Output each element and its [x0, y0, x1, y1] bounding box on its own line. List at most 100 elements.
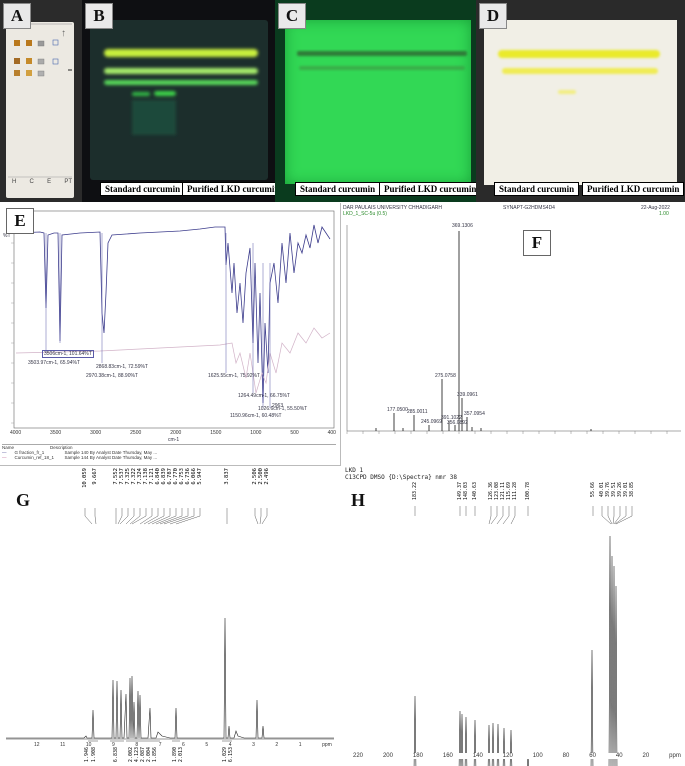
ftir-x-tick: 1000: [250, 430, 262, 436]
h-nmr-integral: 1.856: [152, 747, 158, 763]
c-nmr-x-tick: 40: [615, 753, 623, 759]
panel-g-1h-nmr: G 10.059 9.667 7.552 7.537 7.325 7.322 7…: [0, 466, 340, 766]
legend-header-name: Name: [2, 445, 15, 450]
ftir-annotation-8: 1026.6cm-1, 55.50%T: [258, 406, 308, 412]
band-d-low: [558, 90, 576, 94]
ftir-x-tick: 2000: [170, 430, 182, 436]
label-d-standard: Standard curcumin: [494, 182, 580, 196]
ms-peak-label-3: 285.0011: [407, 409, 428, 415]
h-nmr-integral: 6.838: [113, 747, 119, 763]
ftir-x-tick: 2500: [130, 430, 142, 436]
label-c-lkd: Purified LKD curcumin: [379, 182, 476, 196]
panel-a-tlc-plate: A ↑ H C E PT: [0, 0, 82, 202]
tlc-plate-drawing: ↑: [8, 23, 72, 178]
c-nmr-xlabel: ppm: [669, 753, 681, 759]
ftir-x-ticks: 4000 3500 3000 2500 2000 1500 1000 500 4…: [10, 430, 336, 436]
ms-peak-label-6: 339.0961: [457, 392, 478, 398]
c-nmr-x-tick: 100: [532, 753, 543, 759]
spot-b1: [14, 58, 20, 64]
c-nmr-x-tick: 60: [589, 753, 596, 759]
label-d-lkd: Purified LKD curcumin: [582, 182, 685, 196]
h-nmr-x-tick: 3: [252, 742, 255, 748]
label-b-standard: Standard curcumin: [100, 182, 186, 196]
h-nmr-x-tick: 2: [275, 742, 279, 748]
ftir-x-tick: 1500: [210, 430, 222, 436]
c-nmr-x-tick: 180: [412, 753, 423, 759]
spot-b4: [52, 58, 59, 65]
plate-d-bands: [498, 50, 660, 94]
c-nmr-title-2: C13CPD DMSO {D:\Spectra} nmr 38: [345, 474, 457, 481]
c-nmr-title-1: LKD 1: [345, 467, 364, 474]
band-d-top: [498, 50, 660, 58]
panel-h-13c-nmr: LKD 1 C13CPD DMSO {D:\Spectra} nmr 38 H …: [341, 466, 685, 766]
ms-peak-label-1: 369.1306: [452, 223, 473, 229]
band-b-low: [104, 80, 258, 85]
ms-header-right: 22-Aug-2022: [641, 205, 670, 211]
h-nmr-x-ticks: 12 11 10 9 8 7 6 5 4 3 2 1 ppm: [34, 742, 332, 748]
ms-peak-label-9: 356.0892: [447, 420, 468, 426]
legend-header-desc: Description: [50, 445, 73, 450]
panel-letter-g: G: [15, 489, 30, 510]
c-nmr-x-tick: 120: [502, 753, 513, 759]
h-nmr-trace: [6, 617, 334, 739]
legend-name-1: G fraction_fr_1: [14, 450, 45, 455]
h-nmr-x-tick: 9: [112, 742, 115, 748]
spot-b3: [37, 58, 45, 65]
plate-b-bands: [104, 49, 258, 135]
c-nmr-x-ticks: 220 200 180 160 140 120 100 80 60 40 20 …: [353, 753, 681, 759]
ms-peak-label-4: 245.0969: [421, 419, 442, 425]
panel-c-tlc-uv254: C Standard curcumin Purified LKD curcumi…: [275, 0, 476, 202]
lane-label-e: E: [47, 179, 52, 185]
spot-a2: [26, 40, 32, 46]
band-c-top: [297, 51, 467, 56]
ftir-annotation-1: 3506cm-1, 101.64%T: [42, 350, 94, 358]
spot-b2: [26, 58, 32, 64]
svg-text:↑: ↑: [61, 28, 66, 39]
spot-c3: [37, 70, 45, 77]
c-nmr-x-tick: 200: [382, 753, 393, 759]
h-nmr-integrals: 1.946 1.908 6.838 2.002 4.123 2.087 2.00…: [0, 747, 340, 766]
panel-letter-a: A: [3, 3, 31, 29]
ftir-annotation-9: 2963: [272, 403, 284, 409]
h-nmr-x-tick: 5: [205, 742, 209, 748]
band-b-extra: [154, 91, 176, 96]
spot-a4: [52, 39, 59, 46]
band-d-mid: [502, 68, 658, 74]
spot-a3: [37, 40, 45, 47]
panel-letter-b: B: [85, 3, 113, 29]
label-b-lkd: Purified LKD curcumin: [182, 182, 275, 196]
ftir-spectrum: [11, 210, 335, 429]
panel-d-tlc-visible: D Standard curcumin Purified LKD curcumi…: [476, 0, 685, 202]
lane-label-c: C: [29, 179, 34, 185]
spot-a1: [14, 40, 20, 46]
lane-label-pt: PT: [64, 179, 72, 185]
ms-header-left: DAR PAULAIS UNIVERSITY CHHADIGARH: [343, 205, 443, 211]
h-nmr-x-tick: 11: [60, 742, 66, 748]
spot-c2: [26, 70, 32, 76]
c-nmr-trace: [413, 535, 618, 766]
label-c-standard: Standard curcumin: [295, 182, 381, 196]
c-nmr-x-tick: 20: [642, 753, 650, 759]
spot-c1: [14, 70, 20, 76]
h-nmr-x-tick: 10: [85, 742, 92, 748]
ms-header-sub2: 1.00: [659, 211, 669, 217]
h-nmr-x-tick: 12: [34, 742, 40, 748]
ftir-annotation-6: 1264.49cm-1, 66.75%T: [238, 393, 290, 399]
plate-d: [484, 20, 677, 185]
panel-letter-e: E: [6, 208, 34, 234]
band-b-streak: [132, 100, 176, 135]
h-nmr-spectrum: [6, 508, 334, 742]
ftir-ylabel: %T: [3, 233, 11, 239]
ftir-annotation-3: 2868.83cm-1, 72.59%T: [96, 364, 148, 370]
ftir-legend: Name Description — G fraction_fr_1 Sample 1…: [2, 444, 336, 460]
ftir-x-tick: 400: [327, 430, 336, 436]
legend-name-2: Curcumin_ref_18_1: [14, 455, 55, 460]
band-c-mid: [299, 66, 465, 70]
ms-peak-label-5: 275.0758: [435, 373, 456, 379]
c-nmr-x-tick: 80: [562, 753, 570, 759]
ftir-annotation-4: 2970.38cm-1, 88.90%T: [86, 373, 138, 379]
plate-c-bands: [297, 51, 467, 70]
ms-peak-label-2: 177.0500: [387, 407, 408, 413]
ftir-x-tick: 3000: [90, 430, 102, 436]
h-nmr-x-tick: 4: [228, 742, 232, 748]
